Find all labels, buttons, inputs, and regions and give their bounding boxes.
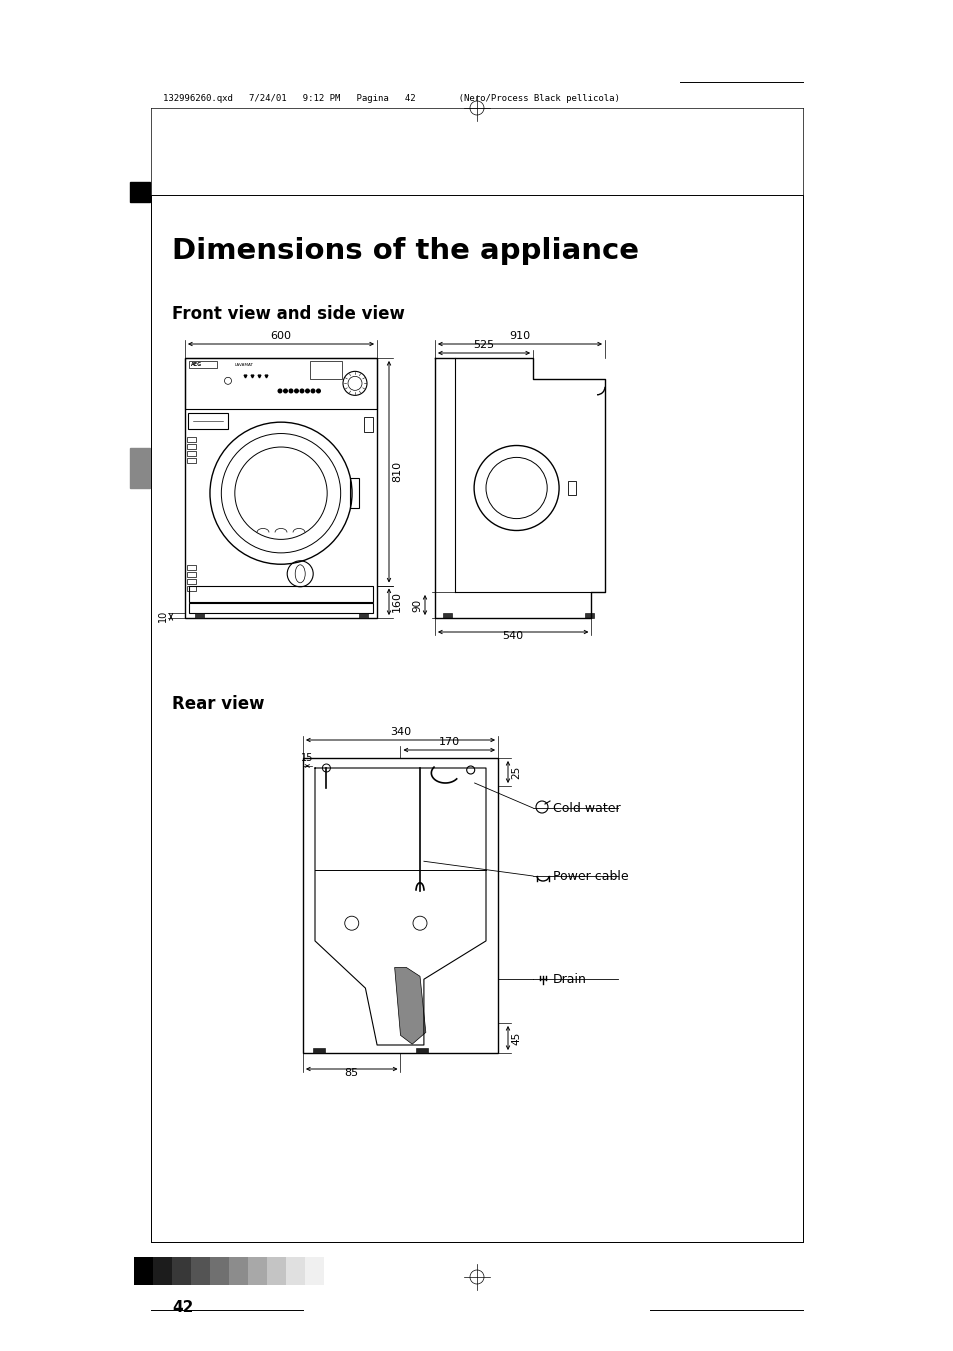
Text: 170: 170: [438, 738, 459, 747]
Bar: [416, 1048, 428, 1052]
Bar: [187, 458, 195, 462]
Text: Rear view: Rear view: [172, 694, 264, 713]
Bar: [358, 613, 368, 617]
Bar: [187, 578, 195, 584]
Polygon shape: [395, 967, 425, 1044]
Text: 85: 85: [344, 1069, 358, 1078]
Bar: [191, 1256, 210, 1285]
Bar: [130, 449, 150, 488]
Bar: [442, 613, 452, 617]
Circle shape: [289, 389, 293, 393]
Text: 910: 910: [509, 331, 530, 340]
Text: 810: 810: [392, 461, 401, 482]
Bar: [188, 412, 228, 428]
Bar: [187, 451, 195, 455]
Circle shape: [305, 389, 309, 393]
Text: 540: 540: [502, 631, 523, 640]
Circle shape: [316, 389, 320, 393]
Text: 15: 15: [301, 753, 314, 763]
Bar: [187, 443, 195, 449]
Bar: [187, 565, 195, 570]
Text: Front view and side view: Front view and side view: [172, 305, 404, 323]
Text: 600: 600: [271, 331, 292, 340]
Text: 10: 10: [158, 609, 168, 621]
Bar: [286, 1256, 305, 1285]
Text: 45: 45: [511, 1031, 520, 1044]
Text: 160: 160: [392, 592, 401, 612]
Bar: [187, 571, 195, 577]
Bar: [187, 436, 195, 442]
Bar: [584, 613, 593, 617]
Circle shape: [283, 389, 287, 393]
Bar: [152, 1256, 172, 1285]
Text: 132996260.qxd   7/24/01   9:12 PM   Pagina   42        (Nero/Process Black pelli: 132996260.qxd 7/24/01 9:12 PM Pagina 42 …: [163, 95, 619, 103]
Text: LAVAMAT: LAVAMAT: [234, 363, 253, 367]
Bar: [350, 478, 358, 508]
Text: 340: 340: [390, 727, 411, 738]
Text: 25: 25: [511, 766, 520, 778]
Bar: [151, 195, 802, 1242]
Text: Dimensions of the appliance: Dimensions of the appliance: [172, 236, 639, 265]
Circle shape: [294, 389, 298, 393]
Text: 42: 42: [172, 1300, 193, 1315]
Circle shape: [311, 389, 314, 393]
Text: Power cable: Power cable: [553, 870, 628, 882]
Bar: [185, 358, 376, 617]
Bar: [229, 1256, 248, 1285]
Bar: [194, 613, 204, 617]
Bar: [567, 481, 575, 494]
Bar: [310, 361, 341, 380]
Text: Cold water: Cold water: [553, 801, 620, 815]
Bar: [130, 182, 150, 203]
Bar: [305, 1256, 324, 1285]
Bar: [248, 1256, 267, 1285]
Text: 90: 90: [412, 598, 421, 612]
Text: Drain: Drain: [553, 973, 586, 986]
Bar: [364, 416, 373, 432]
Bar: [187, 586, 195, 590]
Bar: [313, 1048, 325, 1052]
Circle shape: [300, 389, 303, 393]
Text: AEG: AEG: [191, 362, 201, 366]
Bar: [189, 361, 216, 367]
Bar: [185, 358, 376, 409]
Text: 525: 525: [473, 340, 494, 350]
Bar: [210, 1256, 229, 1285]
Bar: [189, 585, 373, 603]
Circle shape: [278, 389, 281, 393]
Bar: [189, 603, 373, 613]
Bar: [303, 758, 497, 1052]
Bar: [172, 1256, 191, 1285]
Bar: [133, 1256, 152, 1285]
Bar: [267, 1256, 286, 1285]
